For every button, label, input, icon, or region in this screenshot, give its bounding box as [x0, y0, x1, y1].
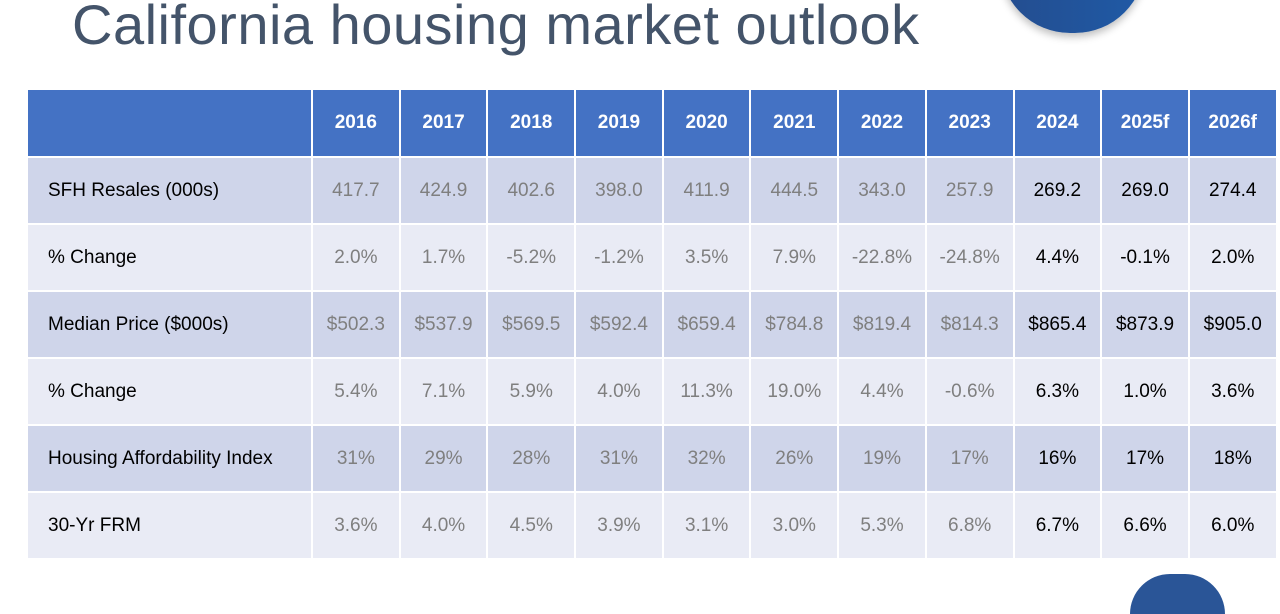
table-cell: $537.9 — [398, 290, 489, 359]
table-row: Housing Affordability Index 31% 29% 28% 31% 3… — [26, 424, 1278, 493]
table-cell: 29% — [398, 424, 489, 493]
table-cell: 402.6 — [486, 156, 577, 225]
table-cell: 6.7% — [1012, 491, 1103, 560]
table-cell: $819.4 — [837, 290, 927, 359]
row-label: Housing Affordability Index — [26, 424, 313, 493]
table-cell: 7.1% — [398, 357, 489, 426]
table-cell: 28% — [486, 424, 577, 493]
table-cell: 3.6% — [1187, 357, 1278, 426]
table-cell: -1.2% — [574, 223, 664, 292]
table-cell: $502.3 — [311, 290, 401, 359]
table-cell: 26% — [749, 424, 840, 493]
table-cell: -5.2% — [486, 223, 577, 292]
column-header: 2020 — [661, 88, 752, 158]
decorative-shape — [1000, 0, 1145, 33]
table-cell: 444.5 — [749, 156, 840, 225]
table-row: 30-Yr FRM 3.6% 4.0% 4.5% 3.9% 3.1% 3.0% 5.3% 6.8… — [26, 491, 1278, 560]
table-cell: 424.9 — [398, 156, 489, 225]
table-cell: 19% — [837, 424, 927, 493]
table-cell: -0.1% — [1100, 223, 1190, 292]
table-cell: 19.0% — [749, 357, 840, 426]
decorative-shape-bottom — [1130, 574, 1225, 614]
table-cell: $784.8 — [749, 290, 840, 359]
table-cell: 3.1% — [661, 491, 752, 560]
table-cell: -24.8% — [924, 223, 1015, 292]
table-row: Median Price ($000s) $502.3 $537.9 $569.5 $5… — [26, 290, 1278, 359]
table-cell: 5.3% — [837, 491, 927, 560]
table-cell: 17% — [924, 424, 1015, 493]
table-cell: 16% — [1012, 424, 1103, 493]
table-cell: 411.9 — [661, 156, 752, 225]
table-cell: 3.0% — [749, 491, 840, 560]
column-header: 2023 — [924, 88, 1015, 158]
table-cell: $659.4 — [661, 290, 752, 359]
column-header: 2018 — [486, 88, 577, 158]
table-cell: 5.4% — [311, 357, 401, 426]
table-row: % Change 5.4% 7.1% 5.9% 4.0% 11.3% 19.0% 4.4% -0… — [26, 357, 1278, 426]
table-cell: $905.0 — [1187, 290, 1278, 359]
table-row: SFH Resales (000s) 417.7 424.9 402.6 398.0 41… — [26, 156, 1278, 225]
table-cell: 2.0% — [311, 223, 401, 292]
table-cell: 4.4% — [1012, 223, 1103, 292]
table-cell: 398.0 — [574, 156, 664, 225]
table-cell: 7.9% — [749, 223, 840, 292]
table-cell: 4.0% — [398, 491, 489, 560]
column-header: 2019 — [574, 88, 664, 158]
table-cell: 31% — [574, 424, 664, 493]
table-cell: 32% — [661, 424, 752, 493]
table-cell: 6.6% — [1100, 491, 1190, 560]
table-cell: 269.0 — [1100, 156, 1190, 225]
table-cell: 6.8% — [924, 491, 1015, 560]
row-label: 30-Yr FRM — [26, 491, 313, 560]
table-cell: 1.0% — [1100, 357, 1190, 426]
table-cell: 257.9 — [924, 156, 1015, 225]
table-cell: 3.9% — [574, 491, 664, 560]
column-header: 2017 — [398, 88, 489, 158]
column-header: 2022 — [837, 88, 927, 158]
table-cell: 5.9% — [486, 357, 577, 426]
housing-outlook-table: 2016 2017 2018 2019 2020 2021 2022 2023 2024 2025… — [26, 88, 1278, 560]
table-cell: 3.5% — [661, 223, 752, 292]
slide-title: California housing market outlook — [72, 0, 920, 56]
table-cell: 4.0% — [574, 357, 664, 426]
table-cell: 6.0% — [1187, 491, 1278, 560]
table-cell: 3.6% — [311, 491, 401, 560]
table-cell: 4.5% — [486, 491, 577, 560]
table-cell: -0.6% — [924, 357, 1015, 426]
table-cell: $873.9 — [1100, 290, 1190, 359]
header-blank — [26, 88, 313, 158]
column-header: 2024 — [1012, 88, 1103, 158]
table-cell: -22.8% — [837, 223, 927, 292]
table-cell: 2.0% — [1187, 223, 1278, 292]
table-cell: $592.4 — [574, 290, 664, 359]
table-cell: 1.7% — [398, 223, 489, 292]
table-cell: 31% — [311, 424, 401, 493]
column-header: 2021 — [749, 88, 840, 158]
table-cell: 17% — [1100, 424, 1190, 493]
row-label: Median Price ($000s) — [26, 290, 313, 359]
row-label: SFH Resales (000s) — [26, 156, 313, 225]
table-cell: 274.4 — [1187, 156, 1278, 225]
table-cell: $569.5 — [486, 290, 577, 359]
row-label: % Change — [26, 357, 313, 426]
column-header: 2025f — [1100, 88, 1190, 158]
table-cell: 6.3% — [1012, 357, 1103, 426]
table-cell: $865.4 — [1012, 290, 1103, 359]
table-cell: 417.7 — [311, 156, 401, 225]
table-cell: 343.0 — [837, 156, 927, 225]
row-label: % Change — [26, 223, 313, 292]
table-cell: $814.3 — [924, 290, 1015, 359]
table-row: % Change 2.0% 1.7% -5.2% -1.2% 3.5% 7.9% -22.8%… — [26, 223, 1278, 292]
table-cell: 11.3% — [661, 357, 752, 426]
column-header: 2026f — [1187, 88, 1278, 158]
table-cell: 269.2 — [1012, 156, 1103, 225]
header-row: 2016 2017 2018 2019 2020 2021 2022 2023 2024 2025… — [26, 88, 1278, 158]
table-cell: 18% — [1187, 424, 1278, 493]
column-header: 2016 — [311, 88, 401, 158]
table-cell: 4.4% — [837, 357, 927, 426]
